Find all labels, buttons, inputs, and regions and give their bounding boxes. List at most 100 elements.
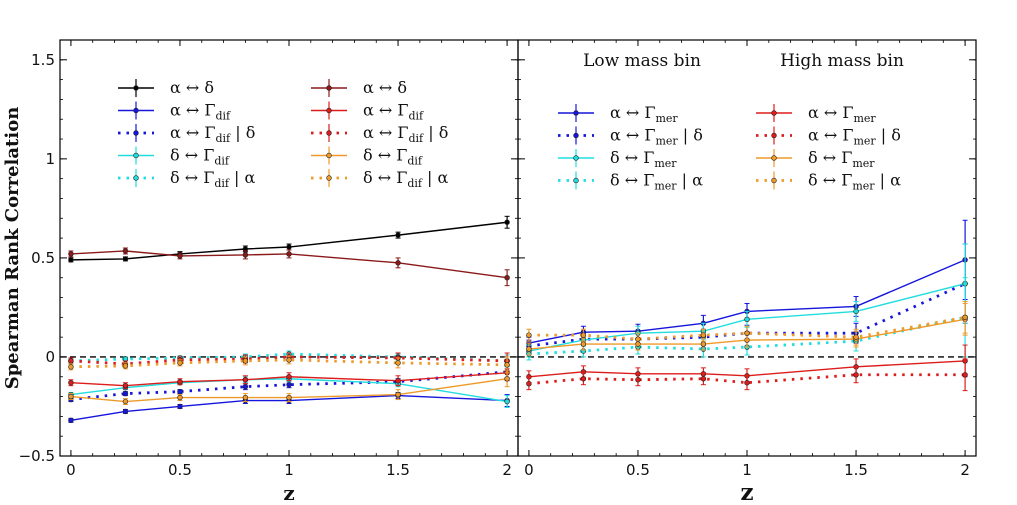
data-point	[177, 388, 183, 395]
legend-label: α ↔ δ	[363, 78, 407, 97]
legend-swatch-marker	[573, 155, 579, 161]
y-tick-label: 1	[45, 150, 55, 168]
legend-label: α ↔ Γdif	[170, 101, 231, 123]
bin-title: High mass bin	[780, 51, 904, 71]
data-point	[526, 380, 532, 387]
x-tick-label: 1	[742, 461, 752, 479]
axes-frame	[517, 39, 977, 457]
data-point	[504, 219, 510, 225]
legend-entry: α ↔ δ	[118, 78, 214, 97]
legend-swatch-marker	[771, 110, 777, 116]
legend-swatch-marker	[573, 132, 579, 139]
data-point	[242, 377, 249, 383]
series	[68, 370, 510, 405]
legend-label: δ ↔ Γdif | α	[170, 168, 256, 190]
data-point	[122, 382, 129, 389]
y-tick-label: 0.5	[31, 249, 55, 267]
data-point	[962, 314, 968, 321]
data-point	[580, 341, 587, 347]
data-point	[580, 376, 587, 382]
data-point	[635, 377, 641, 383]
legend-label: α ↔ Γmer | δ	[808, 126, 901, 148]
data-point	[68, 358, 74, 364]
y-tick-label: −0.5	[19, 447, 55, 465]
legend-swatch-marker	[326, 107, 332, 114]
legend-entry: α ↔ Γdif | δ	[311, 123, 448, 145]
data-point	[122, 398, 129, 405]
legend-entry: α ↔ Γmer	[558, 103, 678, 125]
data-point	[700, 376, 707, 382]
x-tick-label: 0	[524, 461, 534, 479]
legend-label: δ ↔ Γdif	[363, 146, 423, 168]
data-point	[853, 334, 859, 340]
x-tick-label: 0	[66, 461, 76, 479]
x-axis-label: z	[740, 479, 753, 505]
data-point	[504, 376, 510, 382]
data-point	[744, 330, 750, 336]
data-point	[286, 381, 292, 388]
series	[68, 247, 510, 287]
x-tick-label: 0.5	[168, 461, 192, 479]
data-point	[286, 357, 292, 363]
legend-swatch-marker	[771, 177, 777, 184]
data-point	[526, 332, 532, 338]
legend-label: δ ↔ Γmer	[808, 148, 875, 170]
legend-swatch-marker	[573, 177, 579, 184]
series	[526, 300, 968, 346]
data-point	[853, 372, 859, 378]
data-point	[395, 232, 401, 238]
legend-swatch-marker	[326, 175, 332, 181]
data-point	[177, 360, 183, 366]
data-point	[700, 341, 707, 347]
legend-label: δ ↔ Γmer | α	[610, 171, 703, 193]
legend-entry: α ↔ δ	[311, 78, 407, 97]
legend-swatch-marker	[326, 130, 332, 136]
data-point	[504, 275, 510, 281]
data-point	[700, 332, 707, 338]
legend-entry: δ ↔ Γdif	[311, 146, 423, 168]
data-point	[395, 360, 401, 366]
legend-entry: δ ↔ Γdif | α	[118, 168, 256, 190]
data-point	[744, 316, 750, 323]
legend-entry: α ↔ Γdif	[311, 101, 424, 123]
y-tick-label: 1.5	[31, 51, 55, 69]
data-point	[122, 248, 129, 254]
legend-swatch-marker	[133, 175, 139, 181]
data-point	[122, 408, 129, 415]
data-point	[286, 374, 292, 380]
legend-swatch-marker	[573, 110, 579, 116]
data-point	[68, 393, 74, 400]
legend-label: α ↔ Γdif	[363, 101, 424, 123]
data-point	[177, 394, 183, 401]
legend-label: δ ↔ Γdif	[170, 146, 230, 168]
data-point	[504, 362, 510, 368]
legend-swatch-marker	[133, 107, 139, 114]
legend-swatch-marker	[326, 152, 332, 159]
legend-entry: α ↔ Γdif | δ	[118, 123, 255, 145]
data-point	[68, 417, 74, 424]
legend-swatch-marker	[771, 132, 777, 139]
legend-entry: α ↔ Γdif	[118, 101, 231, 123]
data-point	[853, 308, 859, 315]
legend-label: α ↔ Γmer | δ	[610, 126, 703, 148]
data-point	[242, 383, 249, 390]
data-point	[242, 394, 249, 401]
legend-label: α ↔ Γmer	[610, 103, 678, 125]
legend-entry: α ↔ Γmer | δ	[756, 126, 901, 148]
legend-entry: δ ↔ Γmer	[558, 148, 677, 170]
legend-label: α ↔ Γdif | δ	[363, 123, 448, 145]
data-point	[395, 378, 401, 384]
legend-label: δ ↔ Γmer | α	[808, 171, 901, 193]
legend-swatch-marker	[771, 155, 777, 161]
data-layer	[68, 215, 968, 424]
panel-left: 0 0.5 1 1.5 2 −0.5 0 0.5 1 1.5 z Spearman Rank Corr…	[2, 39, 519, 505]
legend-swatch-marker	[133, 85, 139, 91]
legend-label: α ↔ Γmer	[808, 103, 876, 125]
data-point	[68, 257, 74, 263]
data-point	[395, 391, 401, 398]
x-tick-label: 1	[284, 461, 294, 479]
legend-entry: δ ↔ Γmer | α	[558, 171, 703, 193]
legend-label: α ↔ Γdif | δ	[170, 123, 255, 145]
